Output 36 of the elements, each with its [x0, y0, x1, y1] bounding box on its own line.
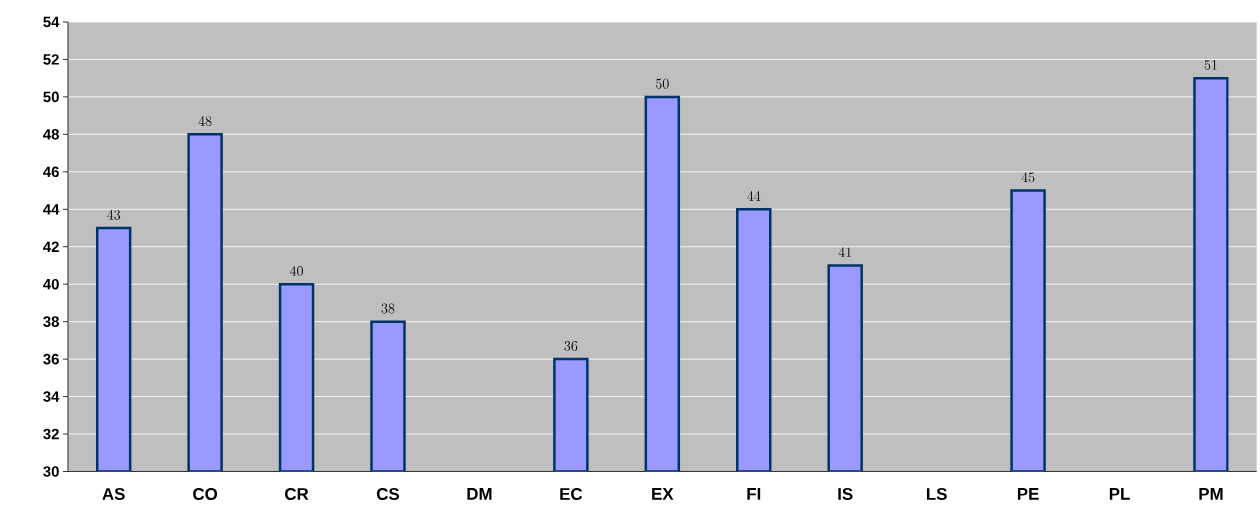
y-tick-label: 34: [43, 391, 60, 402]
data-label: 40: [289, 265, 303, 276]
y-tick-label: 50: [43, 91, 59, 102]
x-tick-label: PE: [1017, 487, 1039, 500]
x-tick-label: AS: [102, 487, 125, 500]
x-tick-label: PM: [1199, 487, 1223, 500]
y-tick-label: 42: [43, 241, 59, 252]
y-tick-label: 36: [43, 353, 59, 365]
x-tick-label: CS: [376, 487, 400, 500]
y-tick-label: 38: [43, 316, 59, 327]
y-tick-label: 44: [43, 203, 60, 215]
data-label: 51: [1204, 59, 1217, 70]
data-label: 48: [198, 115, 212, 126]
x-tick-label: CO: [193, 487, 218, 500]
y-tick-label: 46: [43, 166, 59, 177]
y-tick-label: 52: [43, 53, 59, 65]
data-label: 43: [107, 209, 121, 220]
x-tick-label: EX: [652, 487, 674, 500]
x-tick-label: FI: [747, 487, 761, 500]
data-label: 41: [838, 247, 852, 257]
x-tick-label: CR: [285, 487, 309, 500]
y-tick-label: 30: [43, 465, 59, 477]
x-tick-label: LS: [926, 487, 947, 500]
x-tick-label: DM: [467, 487, 492, 500]
y-tick-label: 32: [43, 428, 59, 440]
data-label: 36: [564, 340, 578, 351]
x-tick-label: EC: [560, 487, 583, 500]
y-tick-label: 54: [43, 16, 60, 27]
data-label: 38: [381, 303, 395, 314]
x-tick-label: PL: [1109, 487, 1130, 500]
data-label: 44: [747, 190, 761, 201]
x-tick-label: IS: [838, 487, 853, 500]
y-tick-label: 48: [43, 128, 59, 140]
data-label: 50: [656, 78, 669, 89]
data-label: 45: [1021, 172, 1035, 183]
y-tick-label: 40: [43, 278, 59, 290]
